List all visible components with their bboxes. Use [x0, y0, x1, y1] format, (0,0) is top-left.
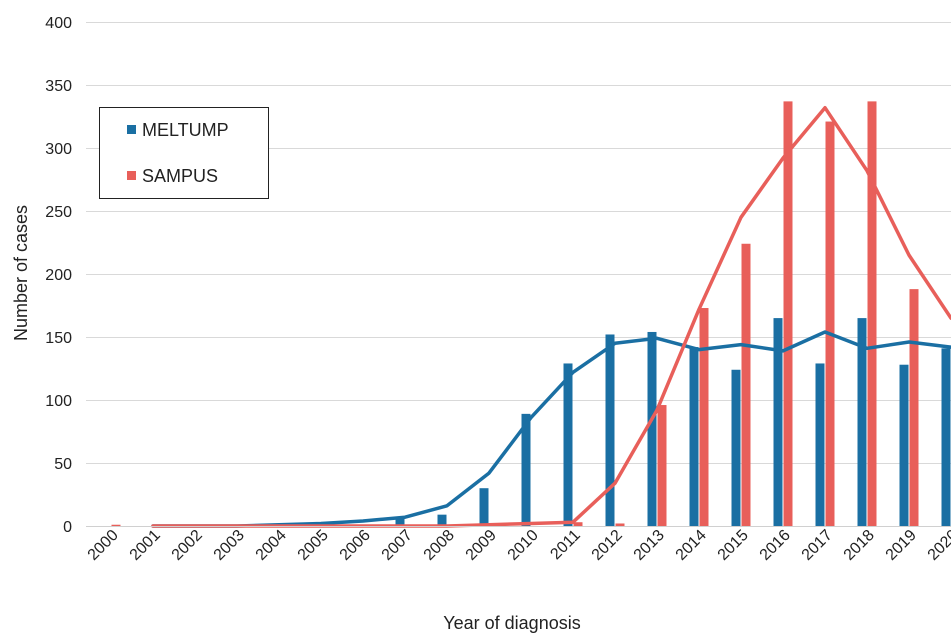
bar-sampus	[741, 243, 751, 526]
x-tick-label: 2008	[421, 527, 458, 564]
x-tick-label: 2011	[547, 527, 583, 563]
bar-meltump	[941, 348, 951, 526]
bar-meltump	[857, 318, 867, 526]
x-tick-label: 2005	[295, 527, 332, 564]
bar-meltump	[479, 488, 489, 526]
x-tick-label: 2001	[127, 527, 164, 564]
bar-meltump	[605, 334, 615, 526]
y-tick-labels: 0 50 100 150 200 250 300 350 400	[45, 15, 72, 536]
legend-label-sampus: SAMPUS	[142, 166, 218, 186]
y-tick-label: 0	[63, 519, 72, 536]
x-tick-label: 2003	[211, 527, 248, 564]
x-tick-label: 2019	[883, 527, 920, 564]
y-tick-label: 200	[45, 267, 72, 284]
bar-meltump	[521, 413, 531, 526]
x-tick-label: 2012	[589, 527, 626, 564]
x-tick-label: 2015	[715, 527, 752, 564]
x-tick-labels: 2000 2001 2002 2003 2004 2005 2006 2007 2008 2009…	[85, 527, 951, 564]
bar-sampus	[573, 522, 583, 526]
bar-meltump	[815, 363, 825, 526]
bars	[111, 101, 951, 526]
x-tick-label: 2007	[379, 527, 416, 564]
x-tick-label: 2020	[925, 527, 951, 564]
bar-sampus	[909, 289, 919, 526]
x-tick-label: 2000	[85, 527, 122, 564]
bar-meltump	[773, 318, 783, 526]
bar-meltump	[899, 364, 909, 526]
x-tick-label: 2006	[337, 527, 374, 564]
y-tick-label: 100	[45, 393, 72, 410]
bar-sampus	[615, 523, 625, 526]
legend: MELTUMP SAMPUS	[99, 107, 269, 199]
y-tick-label: 300	[45, 141, 72, 158]
x-tick-label: 2002	[169, 527, 206, 564]
x-tick-label: 2004	[253, 527, 290, 564]
x-axis-title: Year of diagnosis	[443, 613, 580, 633]
bar-meltump	[689, 347, 699, 526]
bar-meltump	[731, 369, 741, 526]
x-tick-label: 2010	[505, 527, 542, 564]
bar-meltump	[647, 331, 657, 526]
bar-sampus	[657, 405, 667, 526]
bar-meltump	[395, 517, 405, 526]
x-tick-label: 2009	[463, 527, 500, 564]
y-tick-label: 250	[45, 204, 72, 221]
bar-sampus	[699, 308, 709, 526]
y-axis-title: Number of cases	[11, 205, 31, 341]
bar-meltump	[437, 514, 447, 526]
y-tick-label: 150	[45, 330, 72, 347]
x-tick-label: 2013	[631, 527, 668, 564]
y-tick-label: 350	[45, 78, 72, 95]
legend-swatch-meltump	[127, 125, 136, 134]
bar-sampus	[867, 101, 877, 526]
bar-sampus	[111, 524, 121, 526]
y-tick-label: 50	[54, 456, 72, 473]
x-tick-label: 2016	[757, 527, 794, 564]
legend-box	[99, 107, 269, 199]
y-tick-label: 400	[45, 15, 72, 32]
bar-sampus	[783, 101, 793, 526]
legend-label-meltump: MELTUMP	[142, 120, 229, 140]
bar-meltump	[563, 363, 573, 526]
x-tick-label: 2017	[799, 527, 836, 564]
x-tick-label: 2014	[673, 527, 710, 564]
legend-swatch-sampus	[127, 171, 136, 180]
x-tick-label: 2018	[841, 527, 878, 564]
bar-sampus	[825, 121, 835, 526]
